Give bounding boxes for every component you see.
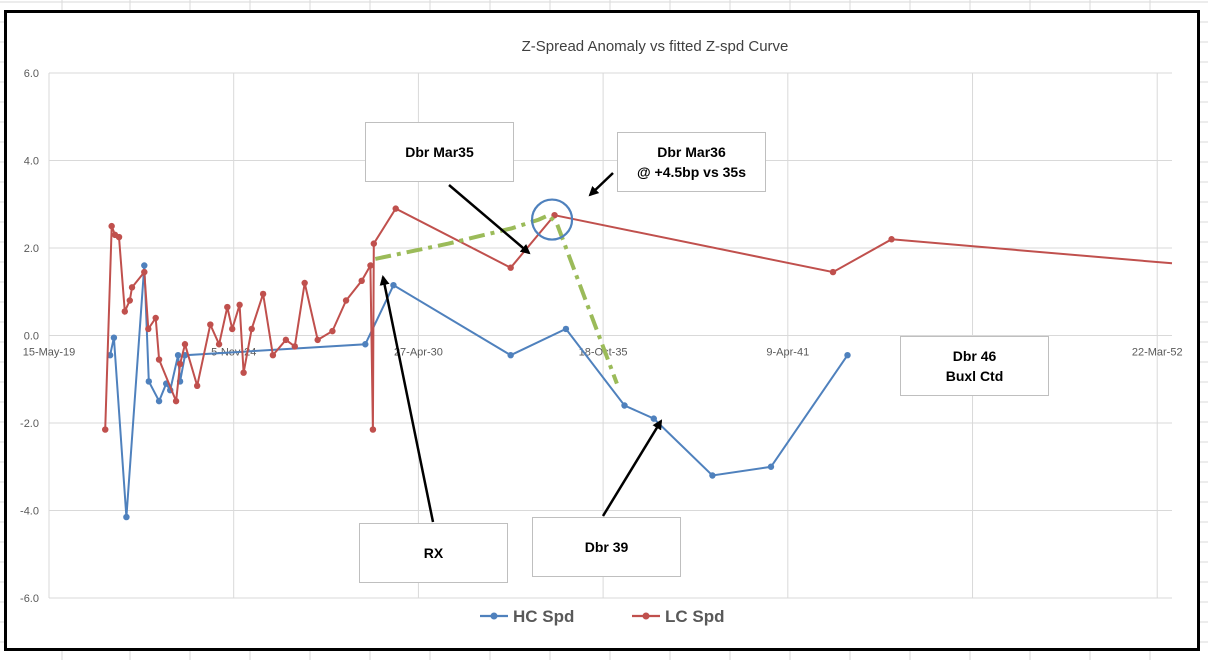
lc-spd-point [507,264,514,271]
annotation-dbr-mar35[interactable]: Dbr Mar35 [365,122,514,182]
lc-spd-point [829,268,837,276]
legend-hc-marker [490,612,498,620]
lc-spd-point [115,233,123,241]
lc-spd-point [152,314,159,322]
y-tick-label: 2.0 [24,243,39,255]
x-tick-label: 22-Mar-52 [1132,347,1183,359]
y-axis: 6.0 4.0 2.0 0.0 -2.0 -4.0 -6.0 [20,68,39,605]
lc-spd-point [240,369,247,376]
y-tick-label: 0.0 [24,331,39,343]
annotation-dbr-46[interactable]: Dbr 46 Buxl Ctd [900,336,1049,396]
lc-spd-point [207,321,214,328]
lc-spd-point [259,290,267,298]
lc-spd-point [291,343,298,350]
annotation-dbr-mar36-line1: Dbr Mar36 [657,144,726,160]
hc-spd-series-line [109,265,849,518]
chart-title: Z-Spread Anomaly vs fitted Z-spd Curve [522,38,789,55]
lc-spd-point [224,303,231,311]
y-tick-label: -4.0 [20,506,39,518]
arrow-dbr-39 [601,419,663,517]
hc-spd-point [141,262,148,269]
lc-spd-point [229,325,236,333]
lc-spd-point [181,341,189,348]
lc-spd-point [342,297,350,304]
lc-spd-point [128,284,136,291]
series-lines [102,198,1173,521]
lc-spd-point [126,297,133,304]
hc-spd-point [562,325,570,333]
chart-area[interactable]: Z-Spread Anomaly vs fitted Z-spd Curve 6… [4,10,1200,651]
lc-spd-point [155,356,163,363]
lc-spd-point [358,277,365,285]
lc-spd-point [176,360,184,368]
hc-spd-point [110,334,118,341]
arrow-dbr-mar35 [448,184,531,255]
hc-spd-point [507,351,514,359]
annotation-dbr-mar36-line2: @ +4.5bp vs 35s [637,164,746,180]
chart-plot: Z-Spread Anomaly vs fitted Z-spd Curve 6… [20,38,1183,626]
x-tick-label: 15-May-19 [23,347,76,359]
annotation-dbr-46-line2: Buxl Ctd [945,368,1004,384]
annotation-dbr-mar36[interactable]: Dbr Mar36 @ +4.5bp vs 35s [617,132,766,192]
lc-spd-series-line [104,207,1173,430]
x-tick-label: 9-Apr-41 [766,347,809,359]
x-tick-label: 27-Apr-30 [394,347,443,359]
hc-spd-point [844,351,851,359]
lc-spd-point [314,336,321,344]
lc-spd-point [888,236,895,243]
highlight-circle [530,198,574,241]
annotation-dbr-mar35-line1: Dbr Mar35 [405,144,474,160]
y-tick-label: 4.0 [24,156,39,168]
lc-spd-point [392,205,399,212]
lc-spd-point [282,336,290,344]
hc-spd-point [621,402,628,409]
y-tick-label: 6.0 [24,68,39,80]
legend: HC Spd LC Spd [480,607,725,626]
lc-spd-point [248,325,255,333]
fitted-zspd-curve [374,212,619,385]
annotation-rx[interactable]: RX [359,523,508,583]
lc-spd-point [269,351,277,359]
annotation-rx-line1: RX [423,545,444,561]
y-tick-label: -6.0 [20,593,39,605]
lc-spd-point [172,397,180,405]
legend-lc-marker [642,612,650,620]
lc-spd-point [145,325,152,333]
lc-spd-point [301,279,308,287]
lc-spd-point [551,211,558,219]
y-tick-label: -2.0 [20,418,39,430]
lc-spd-point [193,382,201,390]
lc-spd-point [369,426,377,433]
annotation-arrows [379,172,663,523]
hc-spd-point [650,415,657,422]
lc-spd-point [108,222,115,230]
lc-spd-point [121,308,129,315]
hc-spd-point [155,397,163,405]
hc-spd-point [174,351,182,359]
hc-spd-point [145,378,152,385]
hc-spd-point [709,472,716,479]
lc-spd-point [141,268,148,276]
hc-spd-point [123,513,130,521]
legend-hc-label: HC Spd [513,607,574,626]
lc-spd-point [102,426,109,433]
hc-spd-point [767,463,775,470]
lc-spd-point [215,341,223,348]
lc-spd-point [367,262,374,269]
arrow-dbr-mar36 [588,172,614,197]
arrow-rx [379,275,435,523]
lc-spd-point [236,301,243,309]
annotation-dbr-46-line1: Dbr 46 [952,348,997,364]
hc-spd-point [390,281,397,289]
annotation-dbr-39[interactable]: Dbr 39 [532,517,681,577]
hc-spd-point [362,341,369,348]
annotation-dbr-39-line1: Dbr 39 [584,539,629,555]
legend-lc-label: LC Spd [665,607,725,626]
lc-spd-point [370,240,378,247]
lc-spd-point [329,327,336,335]
